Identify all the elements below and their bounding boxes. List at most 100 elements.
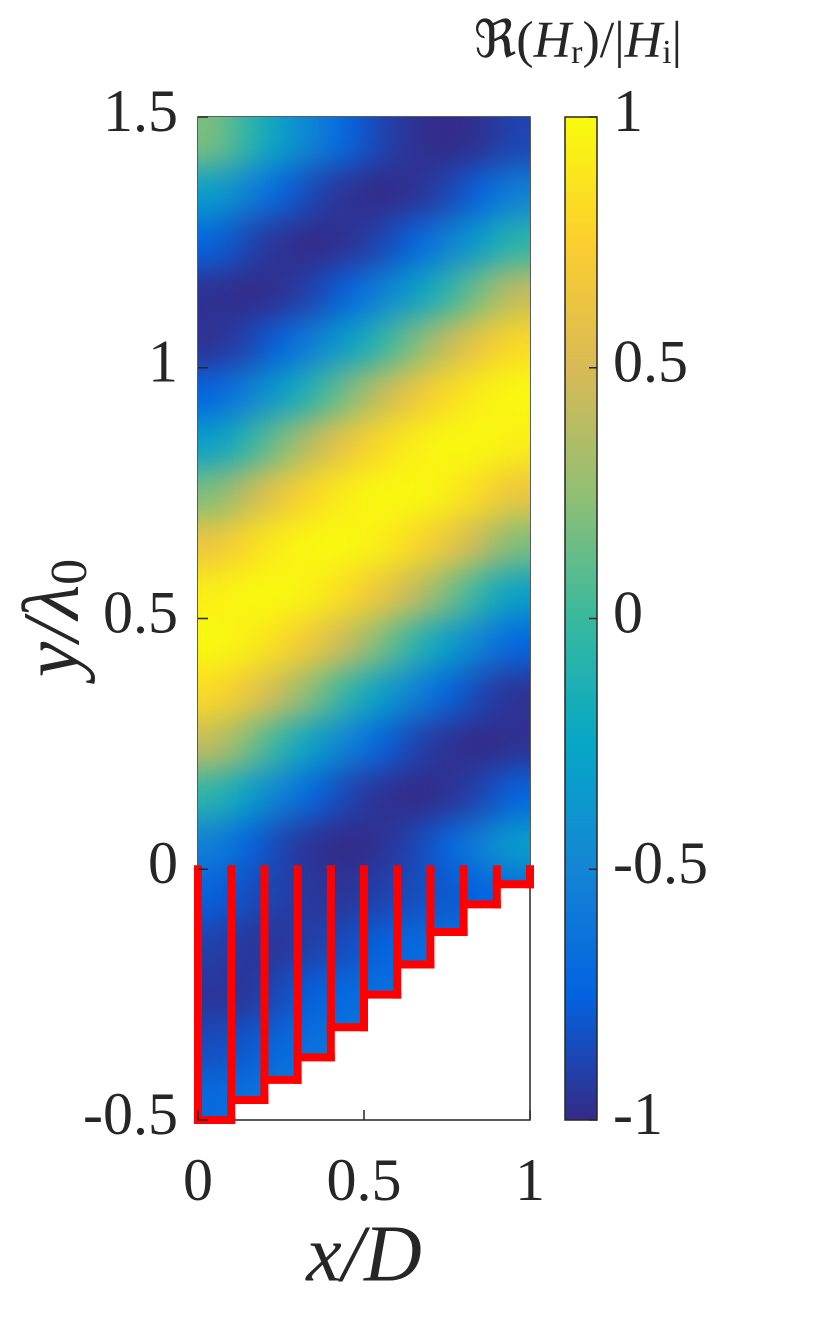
field-cell	[198, 417, 232, 469]
field-cell	[364, 117, 398, 168]
field-cell	[430, 618, 465, 670]
field-cell	[364, 718, 398, 770]
field-cell	[198, 267, 232, 319]
field-cell	[496, 217, 530, 268]
field-cell	[430, 919, 465, 971]
field-cell	[264, 367, 299, 419]
field-cell	[463, 217, 498, 268]
field-cell	[231, 668, 265, 720]
field-cell	[264, 618, 299, 670]
field-cell	[297, 768, 332, 820]
field-cell	[297, 869, 332, 920]
field-cell	[463, 618, 498, 670]
field-cell	[297, 167, 332, 218]
field-cell	[330, 267, 365, 319]
y-tick-label: 0.5	[103, 579, 178, 645]
field-cell	[231, 217, 265, 268]
field-cell	[231, 969, 265, 1021]
field-cell	[463, 518, 498, 569]
field-cell	[496, 468, 530, 519]
field-cell	[330, 217, 365, 268]
field-cell	[430, 317, 465, 369]
field-cell	[364, 468, 398, 519]
colorbar-tick-label: -1	[613, 1081, 663, 1147]
field-cell	[496, 819, 530, 870]
colorbar-tick-label: 0.5	[613, 329, 688, 395]
field-cell	[364, 217, 398, 268]
field-cell	[264, 668, 299, 720]
field-cell	[264, 167, 299, 218]
field-cell	[496, 568, 530, 619]
field-cell	[364, 417, 398, 469]
field-cell	[430, 518, 465, 569]
field-cell	[496, 518, 530, 569]
field-cell	[297, 518, 332, 569]
field-cell	[430, 568, 465, 619]
colorbar-label: ℜ(Hr)/|Hi|	[474, 12, 682, 71]
field-cell	[463, 568, 498, 619]
field-cell	[198, 117, 232, 168]
y-tick-label: -0.5	[83, 1081, 178, 1147]
label-part: )/|	[582, 12, 624, 69]
field-cell	[231, 117, 265, 168]
field-cell	[198, 468, 232, 519]
field-cell	[297, 367, 332, 419]
field-cell	[198, 668, 232, 720]
field-cell	[364, 869, 398, 920]
field-cell	[231, 618, 265, 670]
field-cell	[297, 969, 332, 1021]
field-cell	[496, 117, 530, 168]
field-cell	[430, 718, 465, 770]
field-cell	[231, 417, 265, 469]
field-cell	[496, 768, 530, 820]
field-cell	[496, 869, 530, 920]
field-cell	[330, 568, 365, 619]
field-cell	[463, 718, 498, 770]
field-cell	[430, 869, 465, 920]
field-cell	[231, 568, 265, 619]
field-cell	[231, 919, 265, 971]
field-cell	[264, 969, 299, 1021]
field-cell	[496, 317, 530, 369]
field-cell	[264, 217, 299, 268]
field-cell	[430, 117, 465, 168]
field-cell	[397, 518, 431, 569]
field-cell	[397, 167, 431, 218]
field-cell	[264, 117, 299, 168]
field-cell	[297, 819, 332, 870]
field-cell	[430, 167, 465, 218]
field-cell	[330, 618, 365, 670]
field-cell	[198, 1019, 232, 1071]
field-cell	[364, 919, 398, 971]
y-axis-label: y/λ0	[8, 559, 98, 684]
field-cell	[463, 267, 498, 319]
label-part: |	[672, 12, 682, 69]
field-cell	[430, 468, 465, 519]
field-cell	[231, 869, 265, 920]
field-cell	[330, 768, 365, 820]
field-cell	[463, 167, 498, 218]
field-cell	[297, 618, 332, 670]
field-cell	[264, 568, 299, 619]
field-cell	[330, 819, 365, 870]
field-cell	[463, 367, 498, 419]
field-cell	[198, 768, 232, 820]
field-cell	[364, 267, 398, 319]
label-part: H	[533, 12, 574, 69]
field-cell	[330, 167, 365, 218]
field-cell	[397, 768, 431, 820]
field-cell	[198, 518, 232, 569]
field-cell	[330, 468, 365, 519]
field-cell	[397, 417, 431, 469]
field-cell	[297, 568, 332, 619]
field-cell	[264, 768, 299, 820]
field-cell	[264, 317, 299, 369]
field-cell	[430, 217, 465, 268]
field-cell	[463, 468, 498, 519]
field-cell	[397, 718, 431, 770]
field-cell	[430, 367, 465, 419]
field-cell	[496, 618, 530, 670]
field-cell	[198, 217, 232, 268]
field-cell	[397, 668, 431, 720]
